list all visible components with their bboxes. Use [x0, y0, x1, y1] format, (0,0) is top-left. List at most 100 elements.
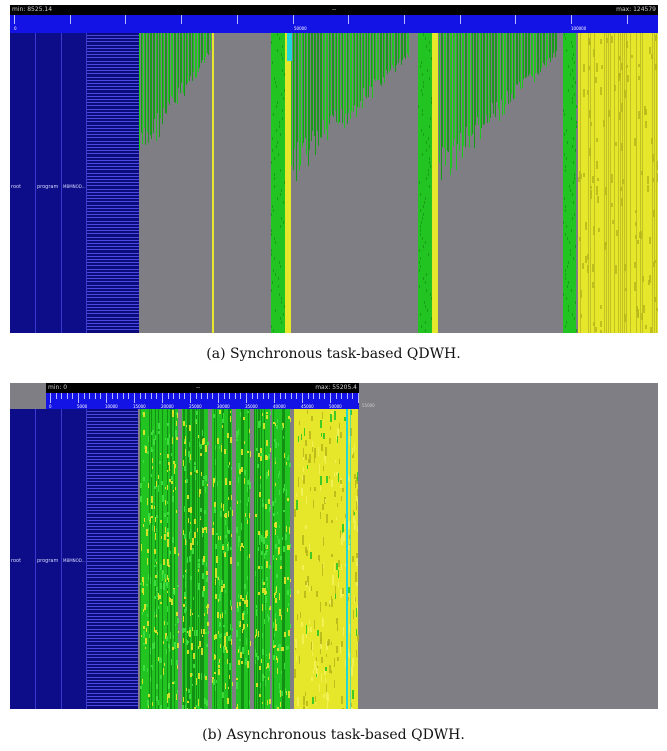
- task-band: [585, 255, 588, 264]
- task-band: [226, 649, 228, 653]
- task-band: [348, 33, 349, 113]
- task-band: [145, 638, 147, 645]
- task-band: [553, 33, 554, 54]
- task-band: [326, 514, 328, 524]
- task-band: [261, 604, 264, 611]
- task-band: [248, 513, 251, 518]
- trace-plot-area[interactable]: [138, 409, 359, 709]
- task-band: [352, 556, 354, 563]
- task-band: [191, 33, 193, 82]
- thread-row: [87, 255, 139, 257]
- task-band: [336, 472, 338, 476]
- task-band: [572, 101, 574, 104]
- task-band: [298, 33, 300, 170]
- task-band: [166, 622, 169, 626]
- task-band: [152, 409, 153, 709]
- thread-row-list[interactable]: [87, 409, 138, 709]
- task-band: [419, 269, 421, 272]
- thread-row: [87, 619, 138, 620]
- task-band: [567, 237, 569, 240]
- thread-row: [87, 561, 138, 563]
- task-band: [621, 142, 624, 151]
- task-band: [202, 572, 204, 580]
- thread-row: [87, 676, 138, 678]
- task-band: [191, 684, 194, 687]
- task-band: [200, 452, 202, 456]
- task-band: [143, 477, 145, 482]
- task-band: [217, 662, 220, 667]
- task-band: [575, 121, 577, 124]
- task-band: [221, 613, 224, 618]
- task-band: [272, 621, 275, 629]
- tick-label: 0: [49, 404, 52, 409]
- task-band: [159, 409, 160, 709]
- task-band: [164, 513, 166, 518]
- task-band: [147, 528, 150, 532]
- task-band: [176, 660, 178, 665]
- task-band: [298, 420, 301, 425]
- level-mbmnod[interactable]: MBMNOD...: [62, 33, 87, 333]
- task-band: [283, 510, 285, 513]
- thread-row: [87, 663, 138, 665]
- level-program[interactable]: program: [36, 409, 62, 709]
- task-band: [217, 535, 220, 540]
- axis-tick: [14, 15, 15, 24]
- task-band: [275, 309, 277, 312]
- task-band: [163, 620, 166, 625]
- task-band: [147, 574, 150, 581]
- task-band: [176, 436, 178, 440]
- task-band: [355, 33, 357, 117]
- task-band: [172, 409, 173, 709]
- task-band: [141, 409, 142, 709]
- axis-tick: [167, 393, 169, 399]
- task-band: [169, 598, 172, 602]
- task-band: [174, 547, 176, 555]
- task-band: [189, 693, 191, 699]
- level-root[interactable]: root: [10, 409, 36, 709]
- task-band: [277, 409, 278, 709]
- level-root[interactable]: root: [10, 33, 36, 333]
- thread-row-list[interactable]: [87, 33, 139, 333]
- task-band: [320, 644, 322, 650]
- axis-tick: [66, 393, 68, 399]
- task-band: [164, 533, 166, 540]
- task-band: [347, 648, 350, 657]
- task-band: [196, 409, 197, 709]
- time-axis[interactable]: 0 5000 10000 15000 20000 25000 30000 35000 40000…: [46, 393, 359, 409]
- task-band: [458, 33, 460, 152]
- task-band: [421, 325, 423, 328]
- thread-row: [87, 124, 139, 126]
- task-band: [282, 45, 283, 48]
- task-band: [212, 676, 214, 683]
- task-band: [173, 468, 176, 475]
- task-band: [167, 512, 169, 516]
- task-band: [641, 312, 644, 320]
- task-band: [420, 209, 422, 212]
- task-band: [306, 549, 308, 556]
- task-band: [563, 33, 576, 333]
- task-band: [242, 409, 243, 709]
- task-band: [261, 566, 263, 569]
- task-band: [517, 33, 518, 85]
- task-band: [536, 33, 538, 73]
- task-band: [260, 447, 262, 454]
- task-band: [274, 591, 277, 596]
- time-axis[interactable]: 0 50000 100000: [10, 15, 658, 33]
- task-band: [155, 561, 158, 565]
- task-band: [311, 447, 314, 453]
- task-band: [264, 587, 266, 595]
- thread-row: [87, 481, 138, 483]
- task-band: [286, 409, 287, 709]
- task-band: [587, 37, 590, 46]
- task-band: [171, 409, 172, 709]
- task-band: [272, 269, 274, 272]
- task-band: [289, 544, 291, 549]
- level-mbmnod[interactable]: MBMNOD...: [62, 409, 87, 709]
- task-band: [140, 686, 142, 690]
- task-band: [353, 524, 356, 530]
- task-band: [500, 33, 502, 100]
- task-band: [499, 33, 500, 122]
- trace-plot-area[interactable]: [139, 33, 658, 333]
- level-program[interactable]: program: [36, 33, 62, 333]
- task-band: [199, 640, 201, 648]
